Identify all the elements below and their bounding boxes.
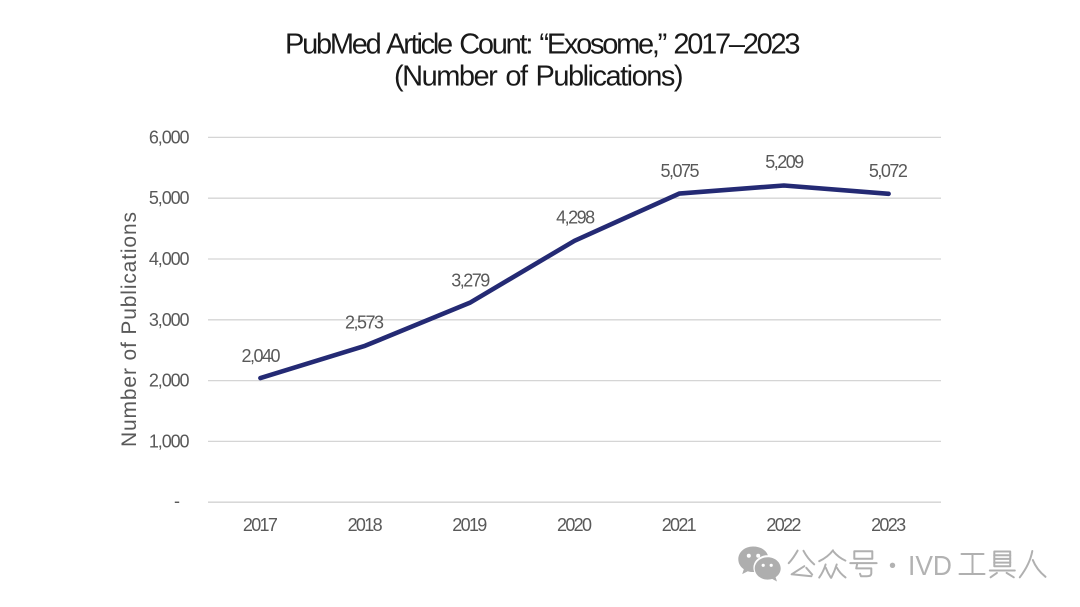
svg-text:4,000: 4,000 xyxy=(149,249,190,269)
svg-text:2017: 2017 xyxy=(243,515,278,535)
svg-text:2021: 2021 xyxy=(662,515,697,535)
svg-text:5,075: 5,075 xyxy=(661,161,700,181)
svg-text:IVD: IVD xyxy=(908,550,952,581)
svg-text:3,279: 3,279 xyxy=(451,270,490,290)
svg-text:2019: 2019 xyxy=(452,515,487,535)
svg-text:3,000: 3,000 xyxy=(149,310,190,330)
svg-text:2023: 2023 xyxy=(871,515,906,535)
svg-text:5,209: 5,209 xyxy=(765,152,804,172)
svg-text:6,000: 6,000 xyxy=(149,127,190,147)
svg-text:2,573: 2,573 xyxy=(345,313,384,333)
svg-text:Number of Publications: Number of Publications xyxy=(118,212,141,447)
svg-text:5,072: 5,072 xyxy=(869,161,908,181)
svg-text:PubMed Article Count: “Exosome: PubMed Article Count: “Exosome,” 2017–20… xyxy=(285,29,800,61)
svg-text:2,040: 2,040 xyxy=(242,346,281,366)
svg-text:(Number of Publications): (Number of Publications) xyxy=(394,60,683,92)
svg-text:2022: 2022 xyxy=(766,515,801,535)
svg-text:2,000: 2,000 xyxy=(149,371,190,391)
svg-text:1,000: 1,000 xyxy=(149,431,190,451)
svg-text:-: - xyxy=(174,491,180,511)
svg-text:5,000: 5,000 xyxy=(149,188,190,208)
svg-text:2018: 2018 xyxy=(348,515,383,535)
svg-text:4,298: 4,298 xyxy=(556,208,595,228)
svg-text:2020: 2020 xyxy=(557,515,592,535)
